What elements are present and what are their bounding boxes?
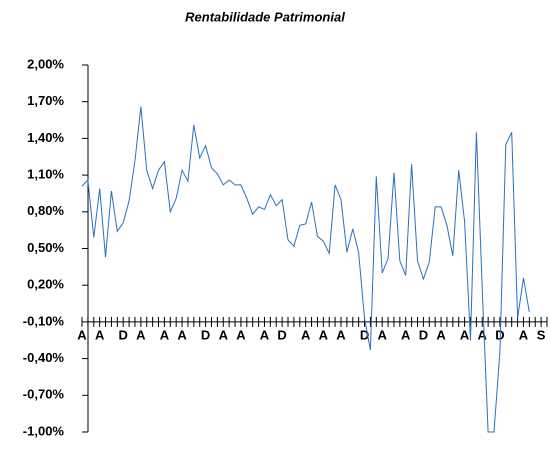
x-tick-label: A xyxy=(478,327,488,342)
x-tick-label: A xyxy=(219,327,229,342)
x-tick-label: A xyxy=(177,327,187,342)
x-tick-label: D xyxy=(119,327,128,342)
x-tick-label: A xyxy=(95,327,105,342)
y-tick-label: 1,70% xyxy=(27,93,64,108)
x-tick-label: A xyxy=(236,327,246,342)
x-tick-label: A xyxy=(336,327,346,342)
y-tick-label: 0,20% xyxy=(27,277,64,292)
x-tick-label: A xyxy=(436,327,446,342)
y-tick-label: -1,00% xyxy=(23,423,65,438)
y-tick-label: 2,00% xyxy=(27,56,64,71)
x-tick-label: A xyxy=(301,327,311,342)
line xyxy=(81,106,530,433)
x-tick-label: A xyxy=(460,327,470,342)
chart-title: Rentabilidade Patrimonial xyxy=(185,9,345,24)
y-tick-label: -0,70% xyxy=(23,387,65,402)
x-tick-label: A xyxy=(136,327,146,342)
y-tick-label: -0,10% xyxy=(23,313,65,328)
y-tick-label: 0,80% xyxy=(27,203,64,218)
x-tick-label: A xyxy=(377,327,387,342)
y-tick-label: 1,40% xyxy=(27,130,64,145)
x-tick-label: D xyxy=(277,327,286,342)
x-tick-label: S xyxy=(537,327,546,342)
x-tick-label: A xyxy=(401,327,411,342)
y-tick-label: 0,50% xyxy=(27,240,64,255)
x-tick-label: A xyxy=(519,327,529,342)
x-tick-label: A xyxy=(160,327,170,342)
x-tick-label: A xyxy=(319,327,329,342)
x-tick-label: A xyxy=(77,327,87,342)
x-tick-label: D xyxy=(360,327,369,342)
x-tick-label: A xyxy=(260,327,270,342)
y-tick-label: -0,40% xyxy=(23,350,65,365)
y-tick-label: 1,10% xyxy=(27,167,64,182)
x-tick-label: D xyxy=(419,327,428,342)
x-tick-label: D xyxy=(201,327,210,342)
